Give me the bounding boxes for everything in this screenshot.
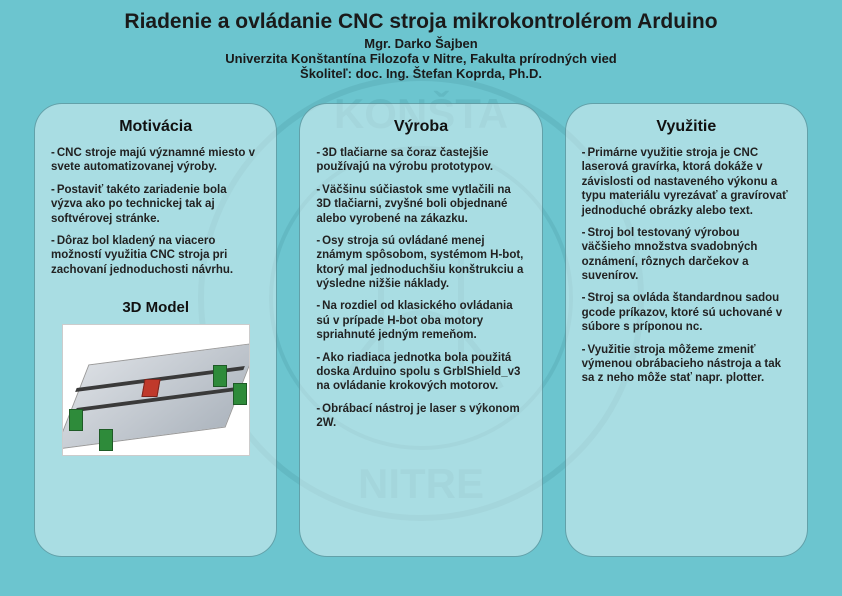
heading-usage: Využitie — [582, 118, 791, 136]
model-image — [62, 324, 250, 456]
production-para: -Osy stroja sú ovládané menej známym spô… — [316, 234, 525, 292]
production-para: -Obrábací nástroj je laser s výkonom 2W. — [316, 402, 525, 431]
author-line: Mgr. Darko Šajben — [20, 36, 822, 51]
column-production: Výroba -3D tlačiarne sa čoraz častejšie … — [299, 103, 542, 557]
poster-header: Riadenie a ovládanie CNC stroja mikrokon… — [0, 0, 842, 89]
usage-para: -Stroj sa ovláda štandardnou sadou gcode… — [582, 291, 791, 334]
production-para: -Ako riadiaca jednotka bola použitá dosk… — [316, 351, 525, 394]
motivation-para: -Dôraz bol kladený na viacero možností v… — [51, 234, 260, 277]
usage-para: -Primárne využitie stroja je CNC laserov… — [582, 146, 791, 218]
production-para: -Väčšinu súčiastok sme vytlačili na 3D t… — [316, 183, 525, 226]
column-motivation: Motivácia -CNC stroje majú významné mies… — [34, 103, 277, 557]
heading-production: Výroba — [316, 118, 525, 136]
motivation-para: -Postaviť takéto zariadenie bola výzva a… — [51, 183, 260, 226]
production-para: -3D tlačiarne sa čoraz častejšie používa… — [316, 146, 525, 175]
poster-title: Riadenie a ovládanie CNC stroja mikrokon… — [20, 10, 822, 34]
column-usage: Využitie -Primárne využitie stroja je CN… — [565, 103, 808, 557]
heading-motivation: Motivácia — [51, 118, 260, 136]
usage-para: -Využitie stroja môžeme zmeniť výmenou o… — [582, 343, 791, 386]
usage-para: -Stroj bol testovaný výrobou väčšieho mn… — [582, 226, 791, 284]
motivation-para: -CNC stroje majú významné miesto v svete… — [51, 146, 260, 175]
supervisor-line: Školiteľ: doc. Ing. Štefan Koprda, Ph.D. — [20, 66, 822, 81]
institution-line: Univerzita Konštantína Filozofa v Nitre,… — [20, 51, 822, 66]
columns-container: Motivácia -CNC stroje majú významné mies… — [0, 89, 842, 577]
subheading-3d-model: 3D Model — [51, 299, 260, 316]
production-para: -Na rozdiel od klasického ovládania sú v… — [316, 299, 525, 342]
